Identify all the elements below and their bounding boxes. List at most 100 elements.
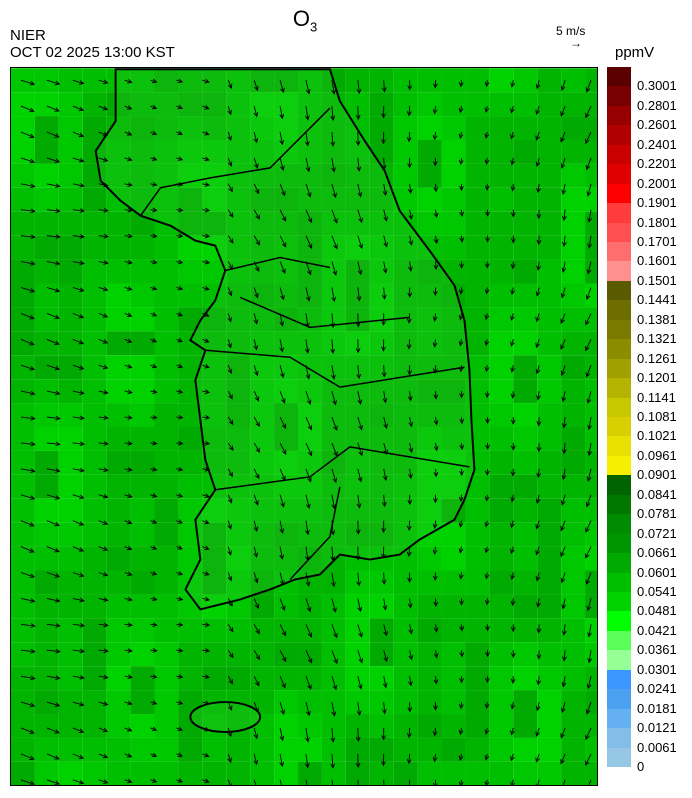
concentration-cell — [226, 92, 251, 117]
wind-arrow — [381, 313, 387, 326]
wind-arrow — [305, 650, 313, 664]
wind-arrow — [98, 105, 109, 111]
wind-arrow — [20, 753, 35, 760]
wind-arrow — [459, 235, 465, 243]
wind-arrow — [459, 468, 464, 477]
concentration-cell — [513, 68, 538, 93]
wind-arrow — [176, 285, 184, 291]
concentration-cell — [561, 690, 586, 715]
concentration-cell — [393, 737, 418, 762]
concentration-cell — [345, 642, 370, 667]
wind-arrow — [150, 648, 158, 653]
wind-arrow — [510, 494, 516, 503]
wind-arrow — [331, 416, 338, 432]
concentration-cell — [106, 714, 131, 738]
concentration-cell — [154, 450, 179, 475]
wind-arrow — [331, 365, 336, 380]
wind-arrow — [305, 727, 310, 743]
wind-arrow — [20, 546, 35, 553]
concentration-cell — [489, 714, 514, 738]
concentration-cell — [441, 761, 466, 785]
wind-arrow — [72, 338, 85, 345]
concentration-cell — [58, 594, 83, 619]
wind-arrow — [227, 520, 232, 530]
concentration-cell — [130, 666, 155, 691]
wind-arrow — [484, 157, 490, 165]
wind-arrow — [355, 106, 361, 121]
concentration-cell — [441, 355, 466, 380]
wind-arrow — [124, 131, 133, 136]
wind-arrow — [279, 779, 282, 785]
concentration-cell — [274, 666, 299, 691]
wind-arrow — [562, 442, 567, 455]
wind-arrow — [20, 415, 36, 421]
colorbar-label: 0.0721 — [637, 525, 677, 541]
jeju-island — [189, 701, 262, 733]
wind-arrow — [176, 233, 184, 239]
wind-arrow — [305, 365, 311, 380]
wind-arrow — [331, 598, 337, 613]
colorbar-label: 0.1901 — [637, 195, 677, 211]
concentration-cell — [11, 331, 35, 356]
wind-arrow — [124, 596, 133, 602]
concentration-cell — [393, 522, 418, 547]
wind-arrow — [458, 727, 464, 736]
concentration-cell — [202, 618, 227, 643]
concentration-cell — [321, 474, 346, 499]
concentration-cell — [393, 187, 418, 212]
wind-arrow — [458, 520, 464, 528]
concentration-cell — [321, 666, 346, 691]
wind-arrow — [433, 416, 439, 426]
wind-arrow — [253, 157, 259, 169]
wind-arrow — [432, 572, 438, 581]
wind-arrow — [383, 416, 388, 430]
wind-arrow — [536, 624, 542, 634]
wind-arrow — [459, 391, 464, 399]
wind-arrow — [227, 157, 233, 167]
concentration-cell — [585, 546, 597, 571]
wind-arrow — [20, 390, 36, 396]
wind-arrow — [407, 494, 413, 506]
wind-arrow — [535, 546, 540, 556]
wind-arrow — [305, 80, 311, 95]
wind-arrow — [510, 624, 516, 633]
wind-arrow — [202, 545, 210, 551]
wind-arrow — [227, 416, 234, 426]
colorbar-label: 0.0181 — [637, 700, 677, 716]
wind-arrow — [510, 727, 515, 736]
concentration-cell — [369, 403, 394, 427]
concentration-cell — [393, 403, 418, 427]
wind-arrow — [536, 183, 541, 194]
concentration-cell — [202, 546, 227, 571]
wind-arrow — [459, 442, 465, 451]
concentration-cell — [11, 570, 35, 595]
concentration-cell — [178, 426, 203, 451]
wind-arrow — [305, 520, 310, 536]
concentration-cell — [202, 355, 227, 380]
wind-arrow — [484, 753, 490, 761]
wind-arrow — [98, 441, 109, 446]
concentration-cell — [561, 187, 586, 212]
wind-arrow — [227, 442, 234, 451]
wind-arrow — [432, 106, 438, 115]
wind-arrow — [227, 313, 232, 323]
wind-arrow — [381, 520, 387, 534]
concentration-cell — [561, 450, 586, 475]
wind-arrow — [485, 417, 490, 425]
wind-arrow — [279, 701, 285, 715]
wind-arrow — [98, 753, 109, 759]
concentration-cell — [250, 355, 275, 380]
wind-arrow — [561, 598, 567, 610]
concentration-cell — [202, 642, 227, 667]
wind-arrow — [357, 676, 363, 690]
wind-arrow — [98, 286, 109, 292]
concentration-cell — [154, 235, 179, 260]
concentration-cell — [345, 522, 370, 547]
concentration-cell — [226, 68, 251, 93]
concentration-cell — [58, 714, 83, 738]
concentration-cell — [585, 68, 597, 93]
concentration-cell — [513, 187, 538, 212]
wind-arrow — [202, 571, 210, 576]
concentration-cell — [298, 331, 322, 356]
concentration-cell — [130, 355, 155, 380]
